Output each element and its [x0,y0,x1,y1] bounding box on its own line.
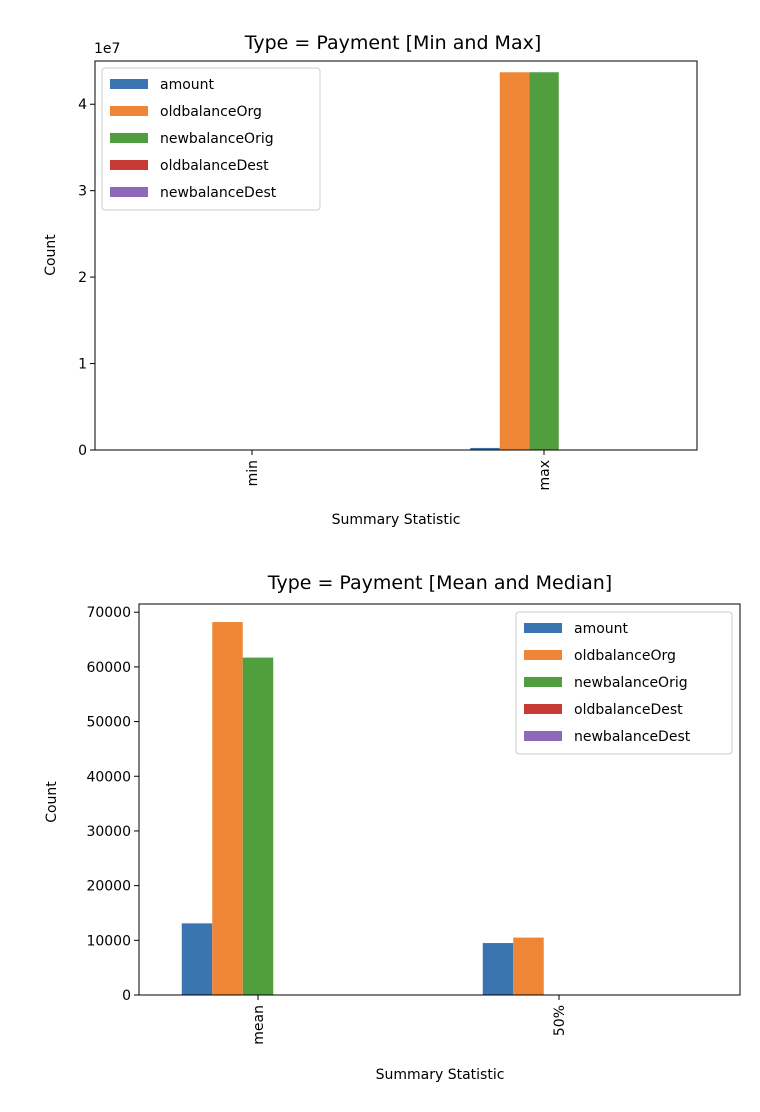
chart-title: Type = Payment [Min and Max] [244,32,542,54]
y-tick-label: 50000 [86,715,131,731]
bar-newbalanceOrig-max [529,72,559,451]
y-tick-label: 4 [78,97,87,113]
bar-amount-50% [482,943,514,995]
y-tick-label: 60000 [86,660,131,676]
legend-swatch-newbalanceOrig [110,133,148,143]
bar-oldbalanceOrg-max [499,72,530,451]
legend-label-oldbalanceOrg: oldbalanceOrg [574,648,676,664]
bar-oldbalanceOrg-mean [212,622,243,995]
y-axis-label: Count [43,234,59,276]
legend-swatch-oldbalanceOrg [524,650,562,660]
y-tick-label: 3 [78,184,87,200]
legend-swatch-oldbalanceDest [110,160,148,170]
chart-min-max: Type = Payment [Min and Max] 1e7 0 1 2 3 4 m… [43,32,698,528]
legend-swatch-oldbalanceOrg [110,106,148,116]
legend-frame [101,67,321,211]
legend-label-newbalanceDest: newbalanceDest [160,185,277,201]
x-tick-label: max [537,460,553,491]
x-axis: min max [245,450,553,491]
legend-label-amount: amount [574,621,629,637]
y-tick-label: 2 [78,270,87,286]
x-tick-label: mean [251,1005,267,1045]
x-axis-label: Summary Statistic [332,512,461,528]
plot-frame [138,603,741,996]
y-tick-label: 70000 [86,605,131,621]
chart-title: Type = Payment [Mean and Median] [267,572,612,594]
legend-swatch-amount [110,79,148,89]
legend-swatch-amount [524,623,562,633]
y-tick-label: 0 [122,988,131,1004]
legend-swatch-oldbalanceDest [524,704,562,714]
bar-newbalanceOrig-mean [242,657,274,995]
y-tick-label: 0 [78,443,87,459]
y-axis-label: Count [44,781,60,823]
chart-mean-median: Type = Payment [Mean and Median] 0 10000 2… [44,572,741,1083]
y-tick-label: 10000 [86,933,131,949]
legend: amount oldbalanceOrg newbalanceOrig oldbala… [515,611,733,755]
bars [181,622,544,995]
x-axis: mean 50% [251,995,568,1045]
legend-label-oldbalanceDest: oldbalanceDest [574,702,683,718]
x-axis-label: Summary Statistic [376,1067,505,1083]
y-axis: 0 10000 20000 30000 40000 50000 60000 70000 [86,605,139,1004]
bars [470,72,559,451]
legend-label-oldbalanceDest: oldbalanceDest [160,158,269,174]
y-offset-text: 1e7 [94,41,120,57]
y-axis: 0 1 2 3 4 [78,97,95,459]
y-tick-label: 30000 [86,824,131,840]
bar-amount-max [470,447,500,450]
x-tick-label: min [245,460,261,486]
y-tick-label: 20000 [86,879,131,895]
legend-label-newbalanceOrig: newbalanceOrig [160,131,274,147]
bar-oldbalanceOrg-50% [513,937,544,995]
y-tick-label: 40000 [86,769,131,785]
legend-label-newbalanceOrig: newbalanceOrig [574,675,688,691]
y-tick-label: 1 [78,357,87,373]
x-tick-label: 50% [552,1005,568,1036]
legend-frame [515,611,733,755]
legend-swatch-newbalanceDest [524,731,562,741]
legend-label-newbalanceDest: newbalanceDest [574,729,691,745]
legend: amount oldbalanceOrg newbalanceOrig oldbala… [101,67,321,211]
legend-swatch-newbalanceDest [110,187,148,197]
plot-frame [94,60,698,451]
legend-label-amount: amount [160,77,215,93]
legend-label-oldbalanceOrg: oldbalanceOrg [160,104,262,120]
legend-swatch-newbalanceOrig [524,677,562,687]
bar-amount-mean [181,923,213,995]
